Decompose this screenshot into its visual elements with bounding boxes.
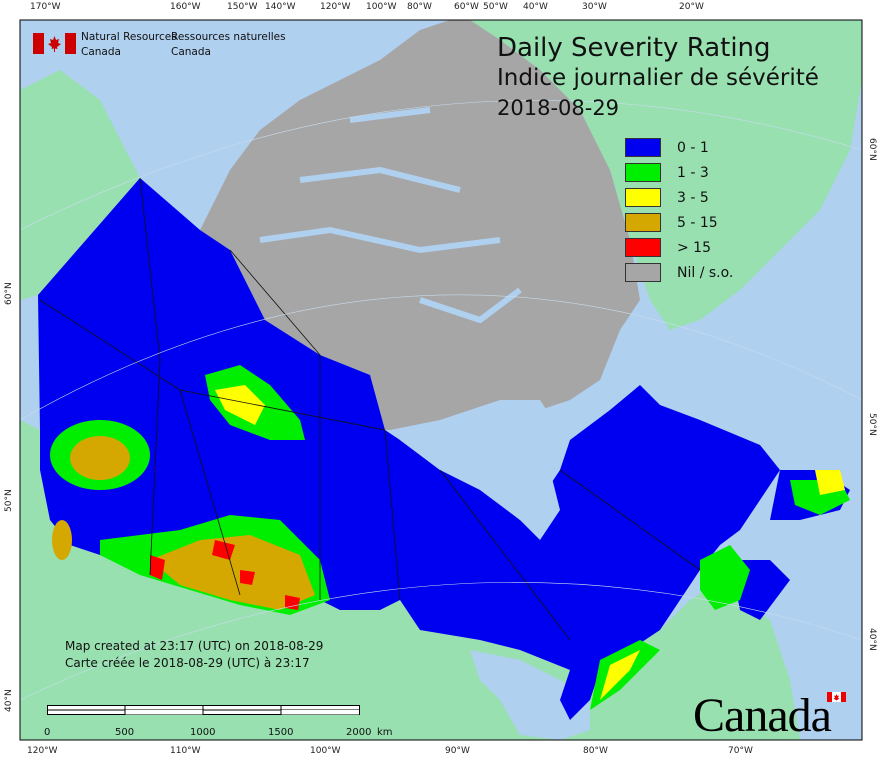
agency-en-line1: Natural Resources [81, 31, 177, 43]
scale-label: 1000 [190, 727, 216, 738]
created-en: Map created at 23:17 (UTC) on 2018-08-29 [65, 639, 324, 653]
agency-fr-line1: Ressources naturelles [171, 31, 286, 43]
legend-swatch [625, 238, 661, 257]
tick-bottom: 90°W [445, 746, 470, 756]
legend-swatch [625, 138, 661, 157]
agency-en-line2: Canada [81, 46, 121, 58]
tick-left: 50°N [4, 489, 14, 512]
tick-top: 50°W [483, 2, 508, 12]
scale-label: 500 [115, 727, 135, 738]
creation-note: Map created at 23:17 (UTC) on 2018-08-29… [65, 638, 323, 672]
greenland [470, 20, 862, 330]
tick-bottom: 70°W [728, 746, 753, 756]
great-lakes [470, 650, 590, 740]
east-moderate [590, 480, 850, 710]
east-high [600, 470, 845, 700]
tick-left: 60°N [4, 282, 14, 305]
legend-item: Nil / s.o. [625, 260, 733, 285]
canada-wordmark: Canada [693, 689, 832, 742]
tick-top: 80°W [407, 2, 432, 12]
provincial-borders [39, 177, 701, 641]
tick-top: 140°W [265, 2, 296, 12]
hudson-bay [390, 400, 560, 540]
legend-swatch [625, 163, 661, 182]
legend-item: 0 - 1 [625, 135, 733, 160]
tick-bottom: 110°W [170, 746, 201, 756]
tick-top: 20°W [679, 2, 704, 12]
graticule-lines [19, 100, 863, 701]
tick-top: 150°W [227, 2, 258, 12]
bc-high-patch [70, 436, 130, 480]
legend-label: > 15 [677, 239, 711, 256]
legend-item: 1 - 3 [625, 160, 733, 185]
legend-swatch [625, 263, 661, 282]
canada-flag-icon [33, 33, 76, 54]
arctic-nil-area [200, 20, 640, 430]
tick-top: 170°W [30, 2, 61, 12]
scale-label: 2000 [346, 727, 372, 738]
title-en: Daily Severity Rating [497, 33, 771, 63]
tick-right: 60°N [867, 138, 877, 161]
tick-top: 30°W [582, 2, 607, 12]
tick-left: 40°N [4, 689, 14, 712]
agency-fr-line2: Canada [171, 46, 211, 58]
legend-label: 1 - 3 [677, 164, 709, 181]
legend: 0 - 1 1 - 3 3 - 5 5 - 15 > 15 Nil / s.o. [625, 135, 733, 285]
tick-top: 120°W [320, 2, 351, 12]
legend-item: 3 - 5 [625, 185, 733, 210]
nwt-high-patch [215, 385, 265, 425]
prairie-high-patch [150, 535, 315, 610]
title-date: 2018-08-29 [497, 96, 620, 120]
wordmark-flag-icon [827, 692, 846, 702]
legend-item: 5 - 15 [625, 210, 733, 235]
tick-top: 160°W [170, 2, 201, 12]
tick-right: 50°N [867, 413, 877, 436]
arctic-channels [259, 107, 522, 324]
legend-label: 3 - 5 [677, 189, 709, 206]
prairie-extreme-patch [150, 540, 300, 610]
title-fr: Indice journalier de sévérité [497, 65, 819, 91]
legend-item: > 15 [625, 235, 733, 260]
tick-top: 60°W [454, 2, 479, 12]
legend-swatch [625, 213, 661, 232]
scale-bar: 0 500 1000 1500 2000 km [44, 705, 393, 738]
map-title: Daily Severity Rating Indice journalier … [497, 33, 819, 123]
tick-right: 40°N [867, 628, 877, 651]
scale-unit: km [377, 727, 393, 738]
legend-swatch [625, 188, 661, 207]
legend-label: Nil / s.o. [677, 264, 734, 281]
tick-top: 40°W [523, 2, 548, 12]
united-states [20, 420, 800, 740]
tick-bottom: 100°W [310, 746, 341, 756]
tick-bottom: 120°W [27, 746, 58, 756]
tick-top: 100°W [366, 2, 397, 12]
legend-label: 0 - 1 [677, 139, 709, 156]
tick-bottom: 80°W [583, 746, 608, 756]
created-fr: Carte créée le 2018-08-29 (UTC) à 23:17 [65, 656, 310, 670]
alaska [20, 70, 140, 300]
legend-label: 5 - 15 [677, 214, 718, 231]
scale-label: 1500 [268, 727, 294, 738]
scale-label: 0 [44, 727, 51, 738]
scale-bar-graphic [47, 705, 360, 715]
bc-coast-patch [52, 520, 72, 560]
